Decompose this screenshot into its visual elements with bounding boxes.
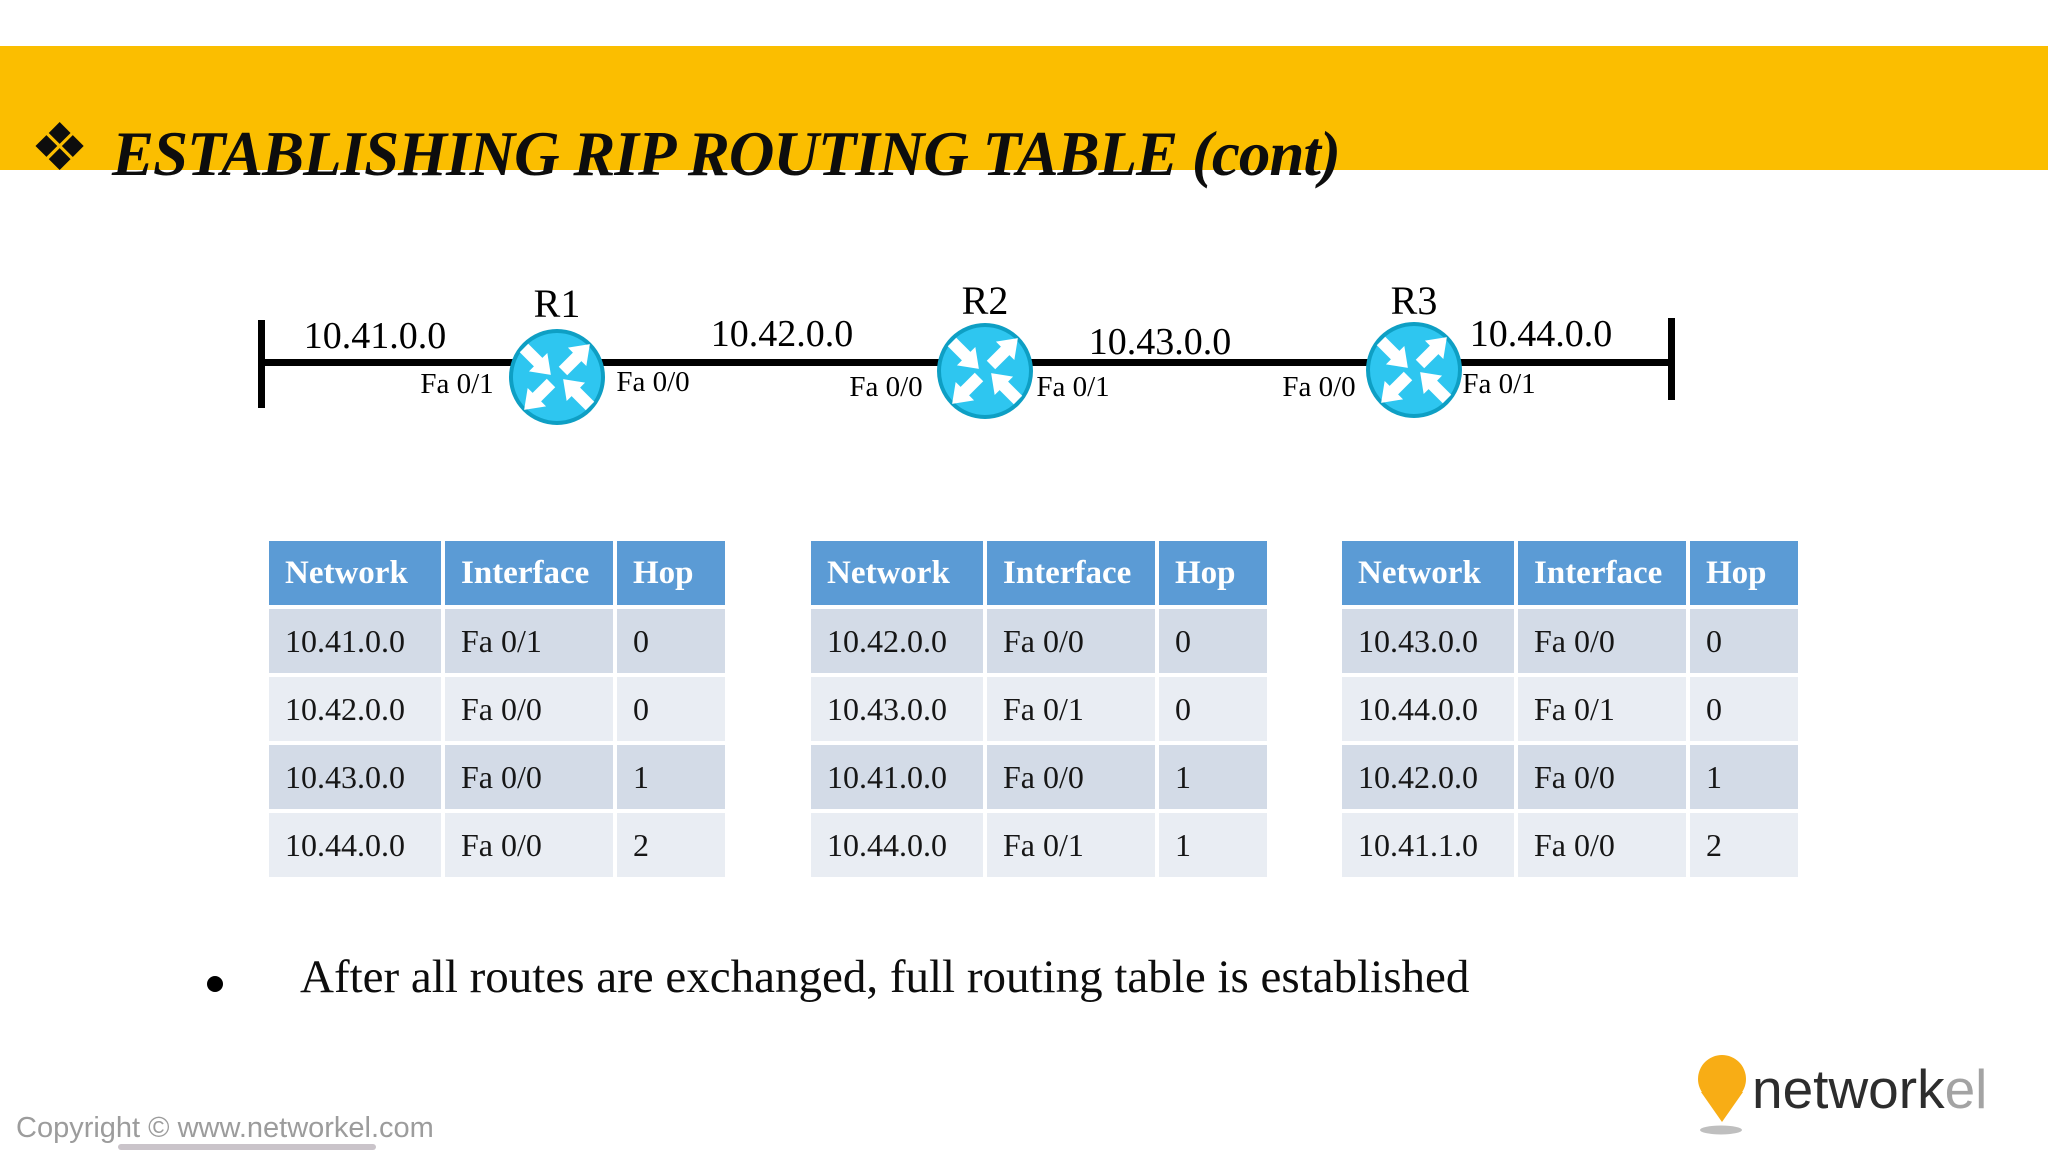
routing-table: Network Interface Hop 10.43.0.0 Fa 0/0 0 10.44…: [1338, 537, 1802, 881]
table-cell: Fa 0/0: [983, 741, 1159, 813]
table-cell: Fa 0/0: [441, 741, 617, 813]
table-cell: 1: [613, 741, 729, 813]
column-header: Network: [1338, 537, 1518, 609]
table-row: 10.41.1.0 Fa 0/0 2: [1338, 809, 1802, 881]
map-pin-icon: [1698, 1055, 1746, 1135]
table-row: 10.41.0.0 Fa 0/0 1: [807, 741, 1271, 813]
column-header: Interface: [1514, 537, 1690, 609]
network-label-10-42: 10.42.0.0: [710, 313, 854, 355]
table-row: 10.44.0.0 Fa 0/1 0: [1338, 673, 1802, 745]
table-cell: 10.41.0.0: [265, 605, 445, 677]
table-header-row: Network Interface Hop: [1338, 537, 1802, 609]
table-row: 10.44.0.0 Fa 0/1 1: [807, 809, 1271, 881]
table-cell: Fa 0/1: [1514, 673, 1690, 745]
routing-table: Network Interface Hop 10.42.0.0 Fa 0/0 0 10.43…: [807, 537, 1271, 881]
column-header: Network: [807, 537, 987, 609]
table-cell: 10.44.0.0: [265, 809, 445, 881]
diamond-bullet-icon: ❖: [30, 112, 90, 185]
table-cell: 10.42.0.0: [265, 673, 445, 745]
table-cell: 10.41.1.0: [1338, 809, 1518, 881]
table-cell: 10.43.0.0: [265, 741, 445, 813]
column-header: Hop: [1155, 537, 1271, 609]
segment-end-cap-right: [1668, 318, 1675, 400]
bullet-dot-icon: [207, 976, 223, 992]
table-cell: 10.43.0.0: [807, 673, 987, 745]
table-row: 10.43.0.0 Fa 0/1 0: [807, 673, 1271, 745]
table-cell: 2: [1686, 809, 1802, 881]
column-header: Hop: [1686, 537, 1802, 609]
table-cell: 0: [613, 673, 729, 745]
interface-label-r1-fa01: Fa 0/1: [420, 368, 494, 400]
copyright-text: Copyright © www.networkel.com: [16, 1112, 434, 1144]
logo-text-network: network: [1752, 1058, 1945, 1120]
table-cell: 0: [1155, 605, 1271, 677]
table-cell: Fa 0/0: [1514, 605, 1690, 677]
table-cell: Fa 0/0: [1514, 809, 1690, 881]
table-row: 10.42.0.0 Fa 0/0 1: [1338, 741, 1802, 813]
network-label-10-44: 10.44.0.0: [1469, 313, 1613, 355]
column-header: Hop: [613, 537, 729, 609]
interface-label-r3-fa01: Fa 0/1: [1462, 368, 1536, 400]
interface-label-r1-fa00: Fa 0/0: [616, 366, 690, 398]
table-cell: 0: [1686, 605, 1802, 677]
interface-label-r2-fa01: Fa 0/1: [1036, 371, 1110, 403]
table-row: 10.43.0.0 Fa 0/0 0: [1338, 605, 1802, 677]
table-cell: Fa 0/0: [441, 673, 617, 745]
router-label-r3: R3: [1390, 278, 1438, 323]
routing-table-r1: Network Interface Hop 10.41.0.0 Fa 0/1 0 10.42…: [265, 537, 729, 881]
router-icon-r1: [509, 329, 605, 425]
router-icon-r3: [1366, 322, 1462, 418]
router-label-r2: R2: [961, 278, 1009, 323]
bullet-text: After all routes are exchanged, full rou…: [300, 951, 1470, 1003]
routing-table: Network Interface Hop 10.41.0.0 Fa 0/1 0 10.42…: [265, 537, 729, 881]
table-cell: 10.44.0.0: [1338, 673, 1518, 745]
router-label-r1: R1: [533, 281, 581, 326]
table-cell: Fa 0/0: [1514, 741, 1690, 813]
bottom-left-bar-artifact: [118, 1144, 376, 1150]
table-cell: Fa 0/1: [441, 605, 617, 677]
networkel-logo: networkel: [1694, 1054, 2034, 1138]
table-cell: Fa 0/0: [983, 605, 1159, 677]
title-band: ❖ ESTABLISHING RIP ROUTING TABLE (cont): [0, 46, 2048, 189]
segment-end-cap-left: [258, 320, 265, 408]
table-row: 10.42.0.0 Fa 0/0 0: [807, 605, 1271, 677]
table-cell: 1: [1155, 741, 1271, 813]
table-cell: 0: [613, 605, 729, 677]
table-cell: Fa 0/1: [983, 809, 1159, 881]
table-cell: 10.43.0.0: [1338, 605, 1518, 677]
router-icon-r2: [937, 323, 1033, 419]
logo-text-el: el: [1944, 1058, 1988, 1120]
table-header-row: Network Interface Hop: [265, 537, 729, 609]
table-row: 10.41.0.0 Fa 0/1 0: [265, 605, 729, 677]
table-cell: 2: [613, 809, 729, 881]
table-cell: 0: [1155, 673, 1271, 745]
network-label-10-41: 10.41.0.0: [303, 315, 447, 357]
table-header-row: Network Interface Hop: [807, 537, 1271, 609]
routing-table-r3: Network Interface Hop 10.43.0.0 Fa 0/0 0 10.44…: [1338, 537, 1802, 881]
routing-table-r2: Network Interface Hop 10.42.0.0 Fa 0/0 0 10.43…: [807, 537, 1271, 881]
table-row: 10.44.0.0 Fa 0/0 2: [265, 809, 729, 881]
table-cell: 10.44.0.0: [807, 809, 987, 881]
table-cell: Fa 0/1: [983, 673, 1159, 745]
table-row: 10.43.0.0 Fa 0/0 1: [265, 741, 729, 813]
table-cell: 10.41.0.0: [807, 741, 987, 813]
table-row: 10.42.0.0 Fa 0/0 0: [265, 673, 729, 745]
column-header: Interface: [983, 537, 1159, 609]
column-header: Network: [265, 537, 445, 609]
interface-label-r3-fa00: Fa 0/0: [1282, 371, 1356, 403]
table-cell: 1: [1155, 809, 1271, 881]
logo-wordmark: networkel: [1752, 1062, 1987, 1117]
page-title: ESTABLISHING RIP ROUTING TABLE (cont): [112, 119, 1341, 189]
table-cell: 10.42.0.0: [807, 605, 987, 677]
table-cell: Fa 0/0: [441, 809, 617, 881]
table-cell: 1: [1686, 741, 1802, 813]
interface-label-r2-fa00: Fa 0/0: [849, 371, 923, 403]
column-header: Interface: [441, 537, 617, 609]
table-cell: 10.42.0.0: [1338, 741, 1518, 813]
network-label-10-43: 10.43.0.0: [1088, 321, 1232, 363]
table-cell: 0: [1686, 673, 1802, 745]
